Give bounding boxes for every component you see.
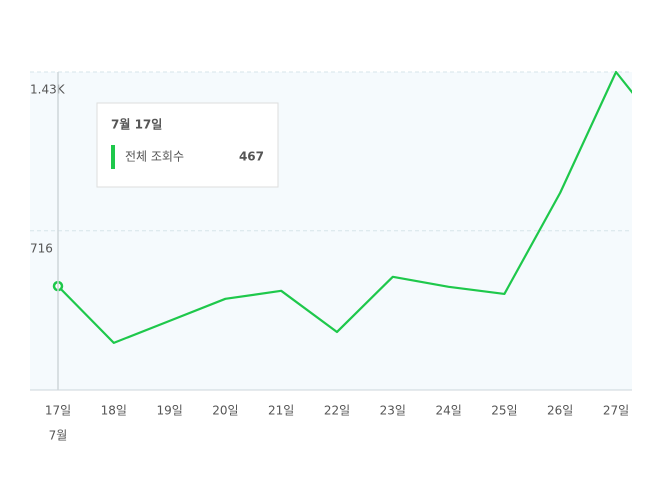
x-tick-label: 26일 (547, 404, 573, 418)
x-tick-label: 21일 (268, 404, 294, 418)
x-tick-label: 24일 (435, 404, 461, 418)
series-line (57, 70, 632, 344)
tooltip-value: 467 (239, 150, 264, 164)
plot (57, 70, 632, 344)
tooltip-series: 전체 조회수 (125, 150, 184, 164)
x-tick-label: 17일 (45, 404, 71, 418)
x-tick-label: 25일 (491, 404, 517, 418)
x-tick-label: 22일 (324, 404, 350, 418)
y-tick-label: 1.43K (30, 83, 66, 97)
tooltip-title: 7월 17일 (111, 117, 162, 132)
x-tick-label: 19일 (156, 404, 182, 418)
x-tick-label: 20일 (212, 404, 238, 418)
tooltip-swatch (111, 145, 115, 169)
x-sublabel: 7월 (49, 429, 68, 443)
x-tick-label: 23일 (380, 404, 406, 418)
x-tick-label: 18일 (101, 404, 127, 418)
x-tick-label: 27일 (603, 404, 629, 418)
y-tick-label: 716 (30, 241, 53, 255)
tooltip-box (96, 102, 279, 188)
